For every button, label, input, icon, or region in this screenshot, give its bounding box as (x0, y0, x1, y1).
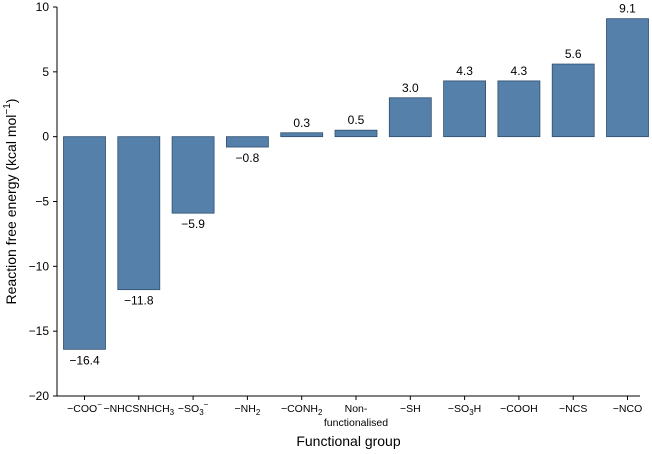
bar-value-label: 4.3 (456, 64, 473, 78)
value-labels: −16.4 −11.8 −5.9 −0.8 0.3 0.5 3.0 4.3 4.3 5.6 9.1 (69, 2, 636, 368)
x-tick-label: Non-functionalised (324, 403, 388, 429)
x-tick-label: −NH2 (235, 403, 261, 417)
y-tick-label: 0 (42, 130, 49, 144)
bar-value-label: 5.6 (565, 47, 582, 61)
bar-value-label: −0.8 (236, 151, 260, 165)
x-tick-label: −NCS (559, 403, 587, 415)
bar-value-label: 4.3 (511, 64, 528, 78)
x-tick-label: −NHCSNHCH3 (103, 403, 174, 417)
bar (334, 129, 378, 138)
bar (63, 136, 106, 350)
bar-value-label: −16.4 (69, 353, 100, 367)
y-tick-label: 5 (42, 65, 49, 79)
x-ticks: −COO− −NHCSNHCH3 −SO3− −NH2 −CONH2 Non-functi… (67, 396, 642, 429)
bar (551, 63, 595, 138)
bar-value-label: 3.0 (402, 81, 419, 95)
bar (443, 80, 487, 138)
x-tick-label: −SO3− (178, 400, 209, 417)
bars (63, 18, 649, 350)
x-tick-label: −COO− (67, 400, 102, 415)
bar (225, 136, 269, 148)
bar (388, 97, 432, 138)
x-tick-label: −NCO (613, 403, 642, 415)
bar-value-label: −5.9 (181, 217, 205, 231)
x-tick-label: −COOH (500, 403, 538, 415)
y-tick-label: −5 (35, 195, 49, 209)
x-axis-title: Functional group (296, 433, 401, 449)
y-tick-label: −10 (29, 259, 50, 273)
bar-value-label: −11.8 (124, 294, 154, 308)
y-tick-label: −20 (29, 389, 50, 403)
bar (171, 136, 215, 214)
y-ticks: −20 −15 −10 −5 0 5 10 (29, 0, 57, 403)
bar (606, 18, 649, 138)
y-axis-title: Reaction free energy (kcal mol−1) (2, 99, 19, 305)
y-tick-label: 10 (36, 0, 50, 14)
bar-value-label: 9.1 (619, 2, 636, 16)
bar (497, 80, 541, 138)
x-tick-label: −SH (400, 403, 421, 415)
bar-value-label: 0.5 (348, 113, 365, 127)
bar (280, 132, 324, 138)
x-tick-label: −SO3H (448, 403, 481, 417)
y-tick-label: −15 (29, 324, 50, 338)
bar-value-label: 0.3 (293, 116, 310, 130)
bar (117, 136, 161, 291)
x-tick-label: −CONH2 (281, 403, 323, 417)
